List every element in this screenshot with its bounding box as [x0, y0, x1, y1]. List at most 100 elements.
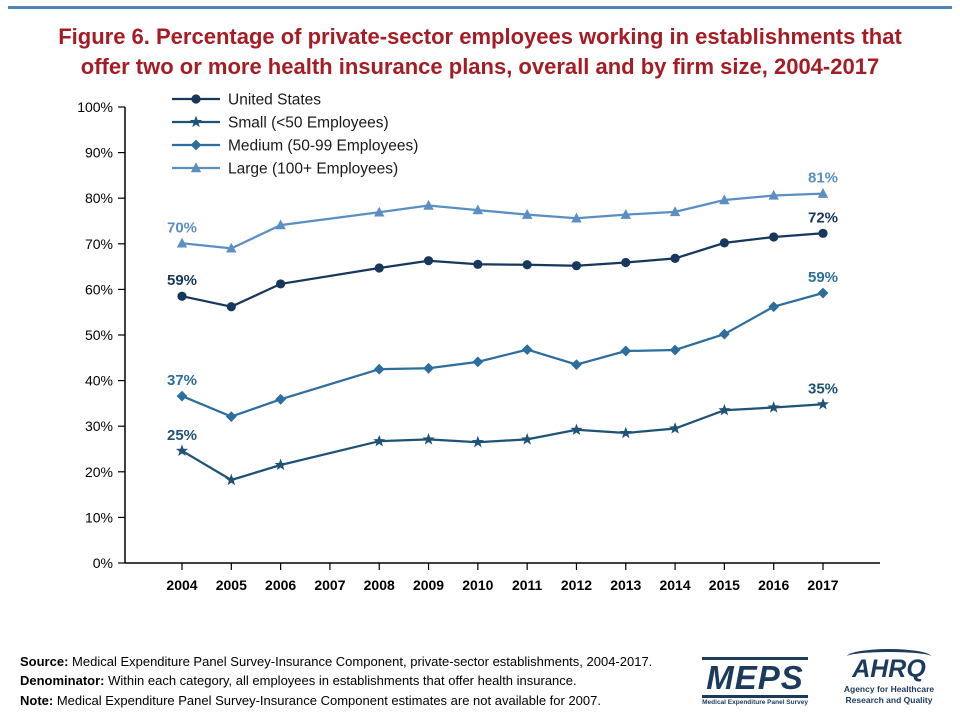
- star-marker: [471, 436, 484, 448]
- x-tick-label: 2014: [659, 577, 690, 593]
- figure-title: Figure 6. Percentage of private-sector e…: [58, 24, 902, 79]
- diamond-marker: [718, 329, 730, 340]
- triangle-marker: [620, 209, 631, 220]
- y-tick-label: 20%: [85, 464, 113, 480]
- star-marker: [422, 433, 435, 445]
- star-marker: [189, 115, 203, 128]
- end-data-label: 59%: [808, 269, 838, 286]
- x-tick-label: 2010: [462, 577, 493, 593]
- x-tick-label: 2016: [758, 577, 789, 593]
- line-chart: 0%10%20%30%40%50%60%70%80%90%100%2004 200…: [77, 92, 880, 593]
- circle-marker: [473, 260, 483, 270]
- source-text: Medical Expenditure Panel Survey-Insuran…: [72, 653, 653, 669]
- triangle-marker: [521, 209, 533, 220]
- star-marker: [225, 473, 238, 486]
- x-tick-label: 2006: [265, 577, 296, 593]
- denominator-note: Denominator: Within each category, all e…: [20, 671, 652, 691]
- start-data-label: 59%: [167, 273, 197, 290]
- end-data-label: 35%: [808, 381, 838, 398]
- circle-marker: [719, 238, 729, 248]
- y-tick-label: 90%: [85, 145, 113, 161]
- legend: United States Small (<50 Employees) Medium…: [172, 92, 418, 178]
- diamond-marker: [176, 391, 188, 402]
- meps-logo: MEPS Medical Expenditure Panel Survey: [702, 657, 808, 706]
- diamond-marker: [225, 411, 237, 423]
- legend-item-label: Large (100+ Employees): [228, 161, 398, 178]
- triangle-marker: [176, 238, 188, 248]
- diamond-marker: [620, 345, 632, 357]
- x-tick-label: 2015: [709, 577, 740, 593]
- star-marker: [619, 427, 632, 439]
- star-marker: [570, 423, 583, 436]
- star-marker: [373, 435, 386, 447]
- circle-marker: [177, 292, 187, 302]
- star-marker: [668, 422, 682, 435]
- x-tick-label: 2009: [413, 577, 444, 593]
- y-tick-label: 80%: [85, 191, 113, 207]
- x-tick-label: 2005: [216, 577, 247, 593]
- meps-logo-subtext: Medical Expenditure Panel Survey: [702, 699, 808, 706]
- triangle-marker: [571, 213, 582, 223]
- ahrq-logo-text: AHRQ: [847, 649, 931, 684]
- star-marker: [718, 404, 731, 416]
- x-tick-label: 2012: [561, 577, 592, 593]
- circle-marker: [769, 232, 779, 242]
- star-marker: [816, 398, 830, 410]
- x-tick-label: 2007: [314, 577, 345, 593]
- star-marker: [521, 433, 534, 445]
- start-data-label: 25%: [167, 427, 197, 444]
- note-label: Note:: [20, 692, 54, 708]
- triangle-marker: [817, 188, 829, 199]
- circle-marker: [818, 229, 828, 239]
- legend-item-label: Medium (50-99 Employees): [228, 138, 418, 155]
- legend-item-label: Small (<50 Employees): [228, 115, 389, 132]
- series-small-50-employees: 25% 35%: [167, 381, 838, 486]
- triangle-marker: [275, 219, 286, 230]
- series-medium-50-99-employees: 37% 59%: [167, 269, 838, 423]
- triangle-marker: [768, 190, 779, 201]
- y-tick-label: 60%: [85, 282, 113, 298]
- x-tick-label: 2013: [610, 577, 641, 593]
- diamond-marker: [472, 356, 484, 368]
- y-tick-label: 0%: [93, 555, 113, 571]
- y-tick-label: 100%: [77, 99, 113, 115]
- y-tick-label: 40%: [85, 373, 113, 389]
- diamond-marker: [423, 363, 434, 375]
- start-data-label: 37%: [167, 372, 197, 389]
- diamond-marker: [571, 359, 582, 371]
- diamond-marker: [817, 288, 829, 299]
- legend-item-label: United States: [228, 92, 321, 109]
- circle-marker: [226, 302, 236, 312]
- star-marker: [274, 458, 287, 471]
- note-text: Medical Expenditure Panel Survey-Insuran…: [56, 692, 601, 708]
- x-axis: 2004 2005 2006 2007 2008 2009 2010 2011 2012 2013…: [125, 562, 880, 593]
- diamond-marker: [373, 364, 385, 375]
- circle-marker: [423, 256, 434, 266]
- ahrq-logo-subtext: Agency for Healthcare Research and Quali…: [843, 684, 935, 705]
- availability-note: Note: Medical Expenditure Panel Survey-I…: [20, 691, 652, 711]
- end-data-label: 81%: [808, 170, 838, 187]
- series-united-states: 59% 72%: [167, 210, 838, 312]
- star-marker: [767, 401, 780, 414]
- x-tick-label: 2008: [364, 577, 395, 593]
- logo-group: MEPS Medical Expenditure Panel Survey AH…: [702, 649, 948, 706]
- circle-marker: [621, 258, 631, 268]
- triangle-marker: [190, 162, 202, 173]
- diamond-marker: [669, 345, 681, 356]
- y-tick-label: 50%: [85, 327, 113, 343]
- triangle-marker: [374, 207, 385, 217]
- triangle-marker: [226, 243, 237, 253]
- end-data-label: 72%: [808, 210, 838, 227]
- circle-marker: [191, 94, 201, 104]
- triangle-marker: [472, 204, 484, 215]
- circle-marker: [276, 279, 286, 289]
- circle-marker: [374, 263, 384, 273]
- start-data-label: 70%: [167, 220, 197, 237]
- circle-marker: [571, 261, 582, 271]
- star-marker: [175, 444, 189, 457]
- y-tick-label: 10%: [85, 510, 113, 526]
- source-label: Source:: [20, 653, 69, 669]
- source-note: Source: Medical Expenditure Panel Survey…: [20, 652, 652, 672]
- triangle-marker: [669, 206, 681, 217]
